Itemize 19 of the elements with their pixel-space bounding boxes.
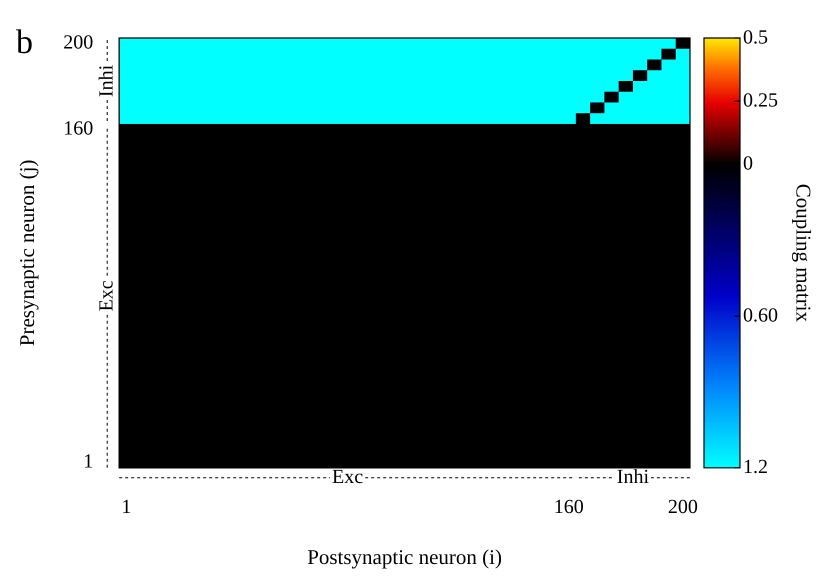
color-bar-label: 0 bbox=[743, 152, 753, 175]
x-axis-title: Postsynaptic neuron (i) bbox=[307, 544, 502, 569]
text: Inhi bbox=[95, 64, 118, 98]
y-tick-label: 200 bbox=[63, 32, 94, 54]
x-tick-label: 160 bbox=[554, 496, 584, 518]
text: b bbox=[16, 24, 33, 61]
annotation: Inhi bbox=[616, 466, 650, 488]
color-bar-label: 0.60 bbox=[743, 304, 778, 326]
annotation: Exc bbox=[332, 466, 364, 488]
color-bar-label: 0.5 bbox=[743, 26, 768, 48]
color-bar-label: 0.25 bbox=[743, 89, 778, 112]
y-axis-title: Presynaptic neuron (j) bbox=[15, 160, 40, 346]
text: Exc bbox=[95, 280, 118, 312]
color-bar-label: 1.2 bbox=[743, 456, 768, 478]
x-tick-label: 200 bbox=[668, 496, 698, 518]
x-tick-label: 1 bbox=[121, 496, 132, 518]
color-bar-title: Coupling matrix bbox=[791, 184, 816, 323]
y-tick-label: 160 bbox=[63, 118, 94, 140]
y-tick-label: 1 bbox=[83, 450, 94, 473]
